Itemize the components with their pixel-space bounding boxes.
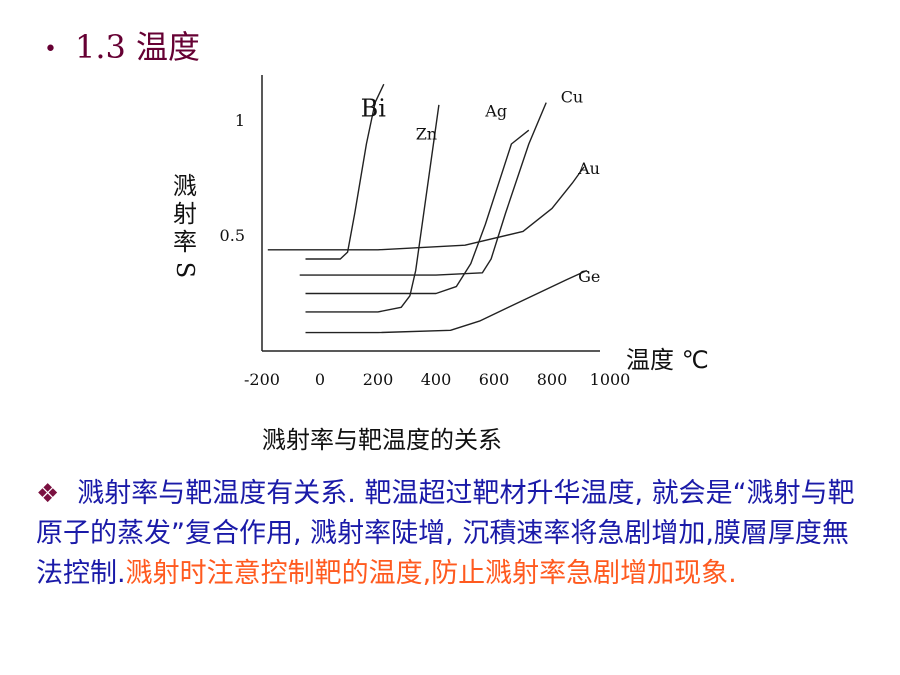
sputter-yield-chart: -200 0 200 400 600 800 1000 0.5 1 温度 ℃ Bi Zn Ag Cu Au G…	[220, 75, 709, 389]
x-axis-label: 温度 ℃	[626, 346, 709, 374]
paragraph-orange-text: 溅射时注意控制靶的温度,防止溅射率急剧增加现象.	[125, 558, 737, 589]
series-label-bi: Bi	[361, 94, 387, 122]
series-label-zn: Zn	[416, 124, 437, 143]
y-axis-label: 溅 射 率 S	[168, 172, 202, 284]
slide-title: • 1.3 温度	[44, 22, 200, 68]
curve-bi	[305, 83, 385, 260]
chart-caption: 溅射率与靶温度的关系	[262, 426, 502, 454]
diamond-bullet-icon: ❖	[36, 479, 60, 509]
curve-cu	[299, 102, 547, 276]
y-axis-symbol: S	[171, 261, 199, 279]
y-tick-label: 0.5	[220, 226, 245, 245]
bullet-icon: •	[44, 37, 57, 62]
x-tick-label: -200	[244, 370, 280, 389]
y-tick-label: 1	[235, 111, 245, 130]
x-tick-label: 400	[421, 370, 452, 389]
y-axis-char-3: 率	[173, 228, 197, 256]
curve-ge	[305, 269, 588, 334]
paragraph-blue-text: 溅射率与靶温度有关系. 靶温超过靶材升华温度, 就会是“溅射与靶原子的蒸发”复合…	[36, 478, 855, 589]
explanation-paragraph: ❖ 溅射率与靶温度有关系. 靶温超过靶材升华温度, 就会是“溅射与靶原子的蒸发”复…	[36, 474, 856, 594]
x-tick-label: 600	[479, 370, 510, 389]
curve-zn	[305, 104, 440, 313]
y-axis-char-1: 溅	[173, 172, 197, 200]
curve-au	[267, 166, 585, 251]
y-axis-char-2: 射	[173, 200, 197, 228]
x-tick-label: 800	[537, 370, 568, 389]
x-tick-label: 200	[363, 370, 394, 389]
x-tick-label: 1000	[590, 370, 631, 389]
slide-title-text: 1.3 温度	[74, 28, 201, 66]
x-tick-label: 0	[315, 370, 325, 389]
series-label-ag: Ag	[484, 101, 507, 120]
series-label-ge: Ge	[578, 267, 600, 286]
series-label-au: Au	[577, 159, 600, 178]
curve-ag	[305, 129, 530, 295]
series-label-cu: Cu	[561, 88, 584, 107]
